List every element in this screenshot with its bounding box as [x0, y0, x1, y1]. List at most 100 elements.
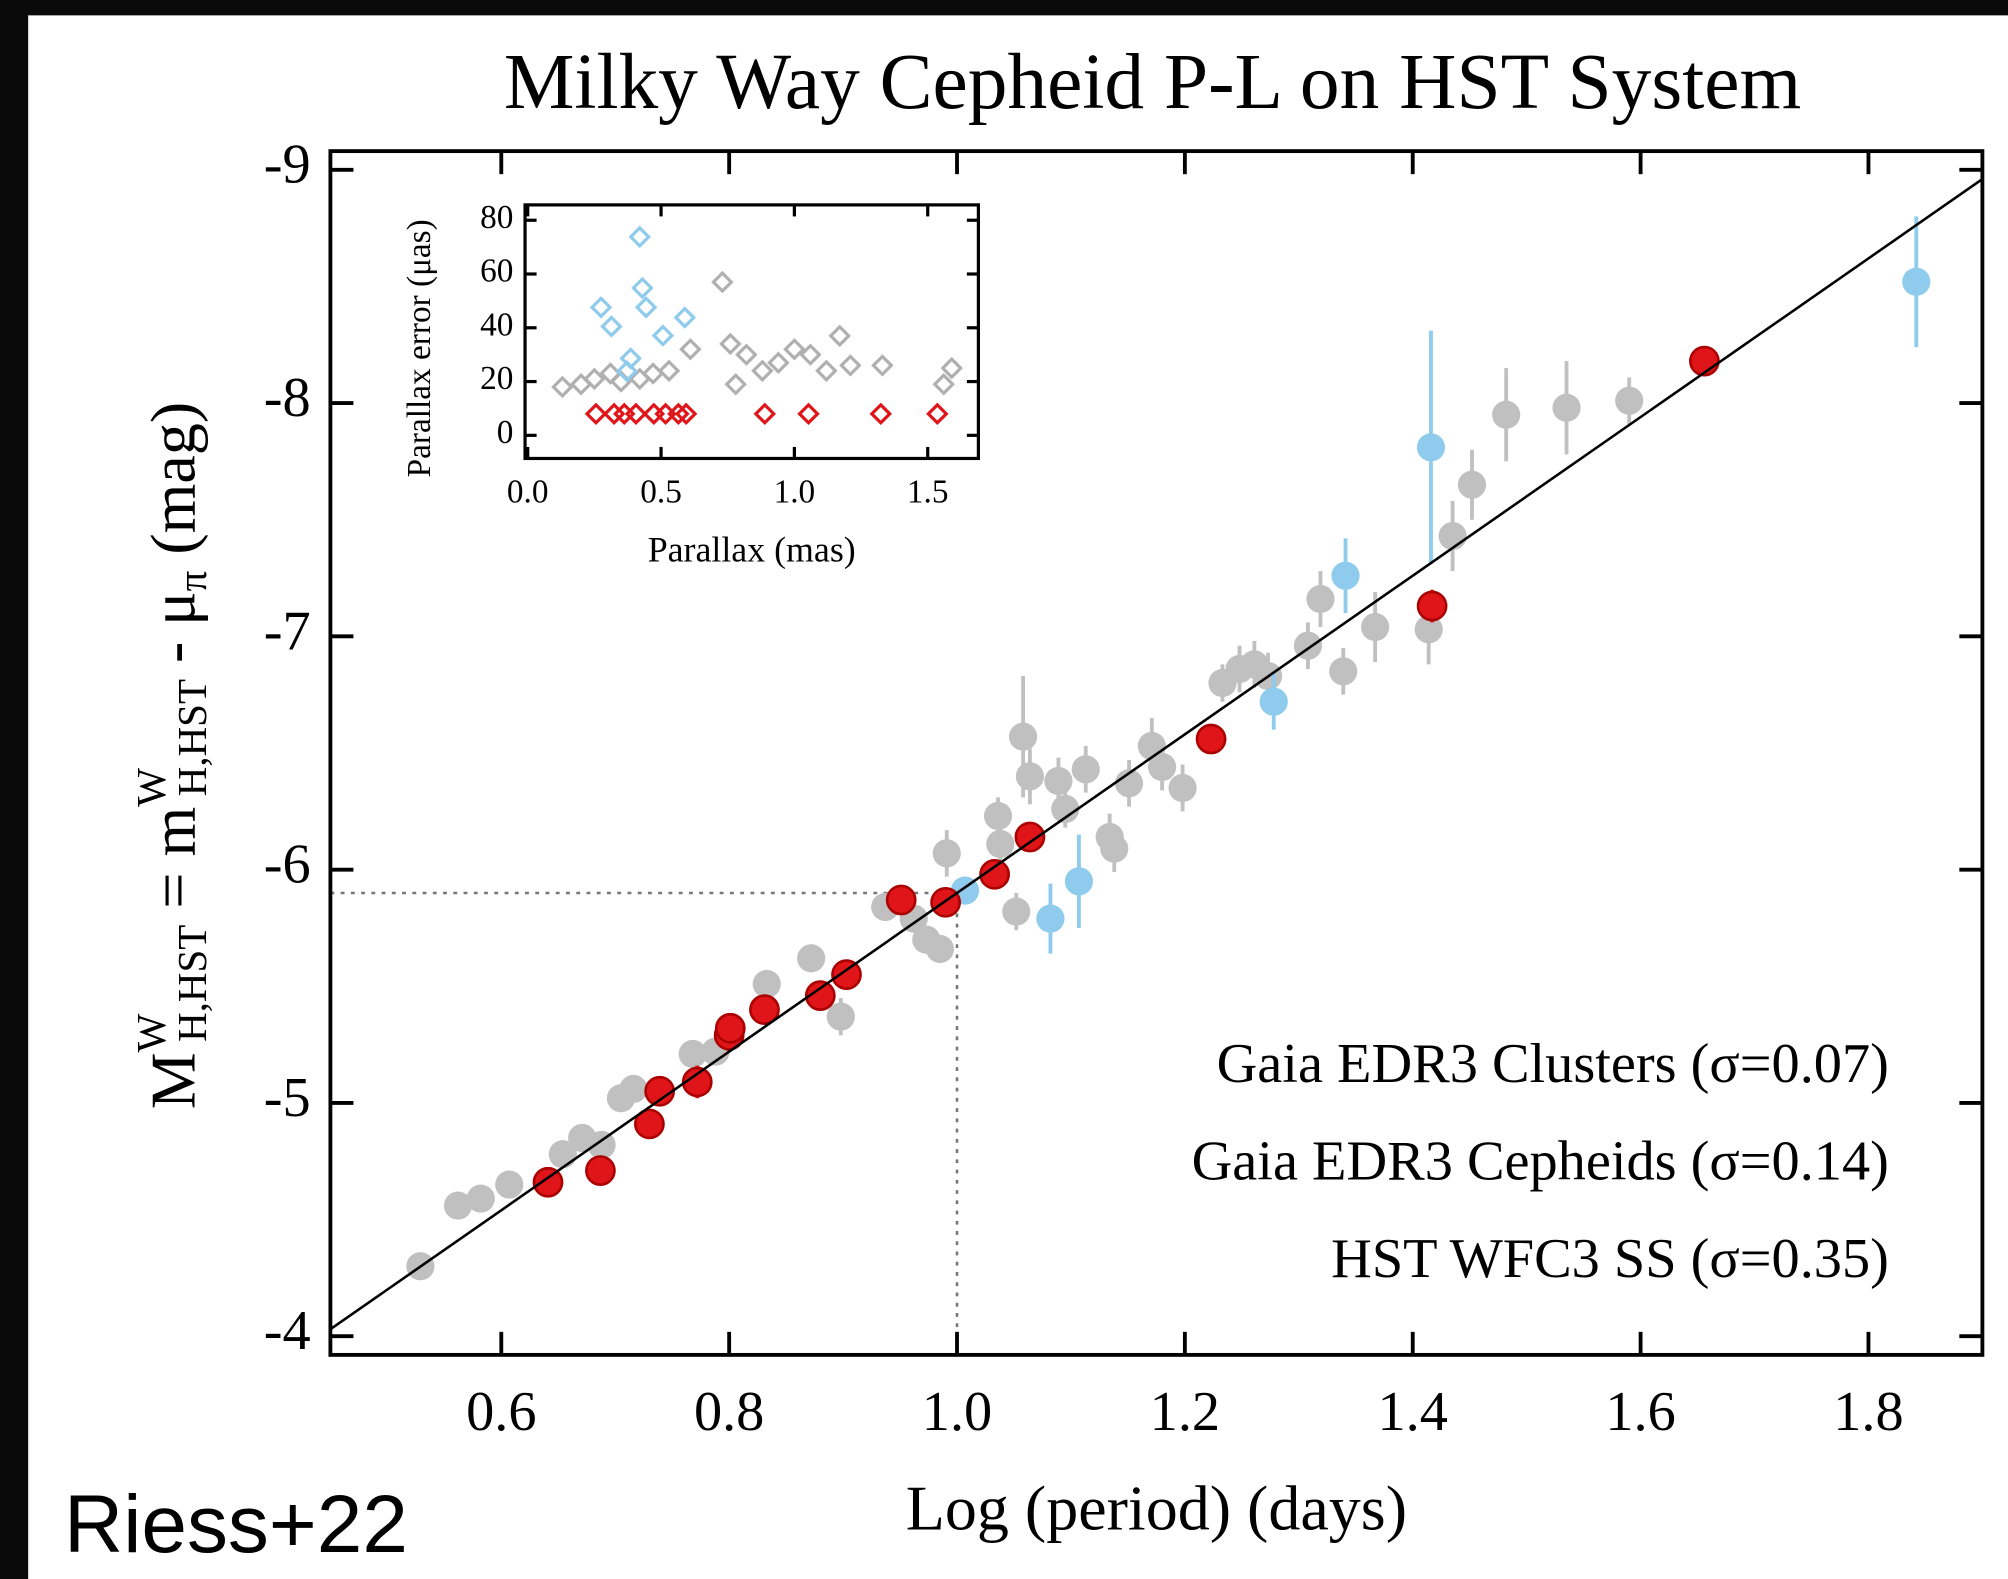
- data-point: [1438, 521, 1467, 551]
- y-axis-label-part: W: [129, 768, 175, 807]
- data-point: [589, 296, 613, 319]
- data-point: [681, 1066, 713, 1098]
- data-point: [828, 324, 851, 348]
- credit: Riess+22: [64, 1479, 408, 1570]
- data-point: [940, 356, 963, 380]
- data-point: [678, 1039, 707, 1069]
- y-tick-label: -7: [264, 600, 311, 662]
- data-point: [979, 858, 1010, 890]
- data-point: [724, 373, 747, 396]
- y-tick-label: -6: [264, 834, 311, 896]
- data-point: [624, 402, 648, 426]
- x-tick-label: 0.8: [694, 1381, 764, 1443]
- data-point: [1259, 687, 1288, 716]
- x-tick-label: 1.5: [907, 474, 949, 511]
- data-point: [1615, 386, 1644, 415]
- data-point: [587, 1130, 616, 1160]
- x-tick-label: 1.0: [922, 1381, 992, 1443]
- data-point: [679, 338, 702, 361]
- data-point: [615, 360, 639, 383]
- data-point: [600, 315, 623, 338]
- data-point: [1457, 470, 1487, 499]
- y-axis-label-part: H,HST: [170, 925, 216, 1042]
- data-point: [532, 1166, 564, 1198]
- data-point: [673, 306, 697, 329]
- data-point: [926, 402, 949, 426]
- data-point: [1329, 657, 1358, 686]
- data-point: [719, 332, 742, 356]
- data-point: [1492, 400, 1521, 429]
- data-point: [815, 359, 838, 383]
- x-tick-label: 0.5: [640, 474, 682, 511]
- data-point: [869, 402, 893, 426]
- data-point: [634, 296, 658, 319]
- y-tick-label: 60: [480, 253, 513, 290]
- y-tick-label: 20: [480, 360, 513, 397]
- data-point: [797, 402, 820, 426]
- y-axis-label-part: W: [129, 1013, 175, 1052]
- data-point: [1071, 755, 1100, 784]
- data-point: [584, 402, 608, 426]
- data-point: [753, 402, 777, 426]
- data-point: [1148, 752, 1177, 782]
- data-point: [667, 402, 690, 426]
- data-point: [583, 367, 606, 391]
- data-point: [1051, 794, 1080, 824]
- data-point: [1552, 393, 1581, 422]
- data-point: [1306, 584, 1335, 614]
- y-axis-label-part: = m: [137, 807, 208, 925]
- y-axis-label-part: π: [170, 570, 216, 591]
- plot-frame: [523, 203, 980, 461]
- data-point: [1416, 590, 1448, 622]
- data-point: [767, 351, 790, 374]
- data-point: [714, 1012, 746, 1044]
- data-point: [599, 362, 622, 385]
- legend-entry: Gaia EDR3 Cepheids (σ=0.14): [1192, 1131, 1889, 1193]
- data-point: [986, 829, 1015, 859]
- data-point: [826, 1002, 855, 1031]
- x-tick-label: 1.0: [774, 474, 816, 511]
- data-point: [631, 276, 654, 300]
- data-point: [495, 1170, 524, 1199]
- data-point: [799, 343, 822, 366]
- data-point: [657, 359, 681, 383]
- data-point: [1044, 766, 1073, 796]
- data-point: [831, 959, 862, 990]
- data-point: [983, 801, 1013, 831]
- data-point: [1195, 723, 1227, 755]
- data-point: [1036, 904, 1065, 933]
- data-point: [1902, 267, 1931, 296]
- data-point: [1331, 561, 1360, 590]
- data-point: [1014, 821, 1046, 853]
- data-point: [711, 270, 734, 294]
- data-point: [1114, 769, 1144, 798]
- x-tick-label: 0.6: [466, 1381, 536, 1443]
- data-point: [925, 934, 955, 964]
- data-point: [797, 944, 826, 973]
- plot-frame: [328, 149, 1985, 1357]
- data-point: [932, 839, 961, 868]
- data-point: [551, 375, 574, 399]
- inset-y-axis-label: Parallax error (μas): [401, 219, 438, 477]
- data-point: [804, 980, 836, 1011]
- data-point: [1416, 433, 1446, 462]
- data-point: [1414, 615, 1443, 644]
- y-tick-label: 80: [480, 199, 513, 236]
- data-point: [783, 338, 806, 361]
- fit-line: [329, 178, 1984, 1331]
- data-point: [885, 884, 917, 916]
- data-point: [634, 1108, 665, 1140]
- data-point: [619, 1074, 648, 1104]
- data-point: [651, 324, 675, 347]
- inset-x-axis-label: Parallax (mas): [648, 529, 856, 569]
- data-point: [749, 994, 780, 1025]
- y-tick-label: -8: [264, 367, 311, 429]
- y-axis-label-part: H,HST: [170, 679, 216, 796]
- data-point: [1168, 773, 1197, 803]
- legend-entry: Gaia EDR3 Clusters (σ=0.07): [1217, 1033, 1889, 1095]
- data-point: [932, 373, 955, 396]
- x-tick-label: 1.2: [1150, 1381, 1220, 1443]
- y-axis-label-part: - μ: [137, 591, 208, 679]
- x-axis-label: Log (period) (days): [906, 1473, 1407, 1544]
